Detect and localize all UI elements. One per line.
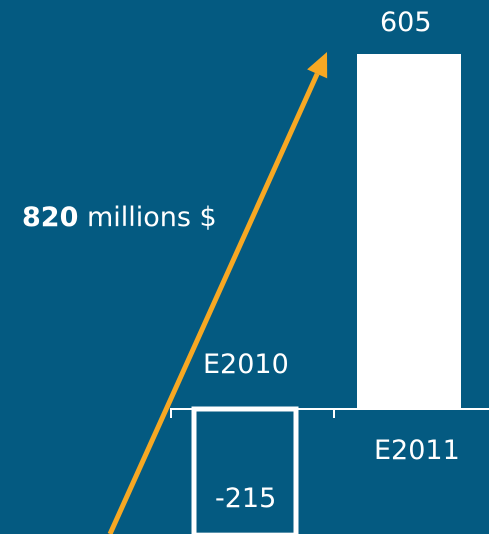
difference-value: 820 <box>22 202 79 233</box>
difference-annotation: 820 millions $ <box>22 204 217 231</box>
category-label-e2010: E2010 <box>203 349 289 380</box>
arrow-head <box>307 52 328 79</box>
difference-unit: millions $ <box>86 202 217 233</box>
bar-e2011 <box>357 54 461 409</box>
difference-arrow <box>107 72 320 534</box>
bar-e2010 <box>191 406 299 534</box>
category-label-e2011: E2011 <box>374 435 460 466</box>
data-label-e2010: -215 <box>215 483 277 514</box>
data-label-e2011: 605 <box>380 7 432 38</box>
